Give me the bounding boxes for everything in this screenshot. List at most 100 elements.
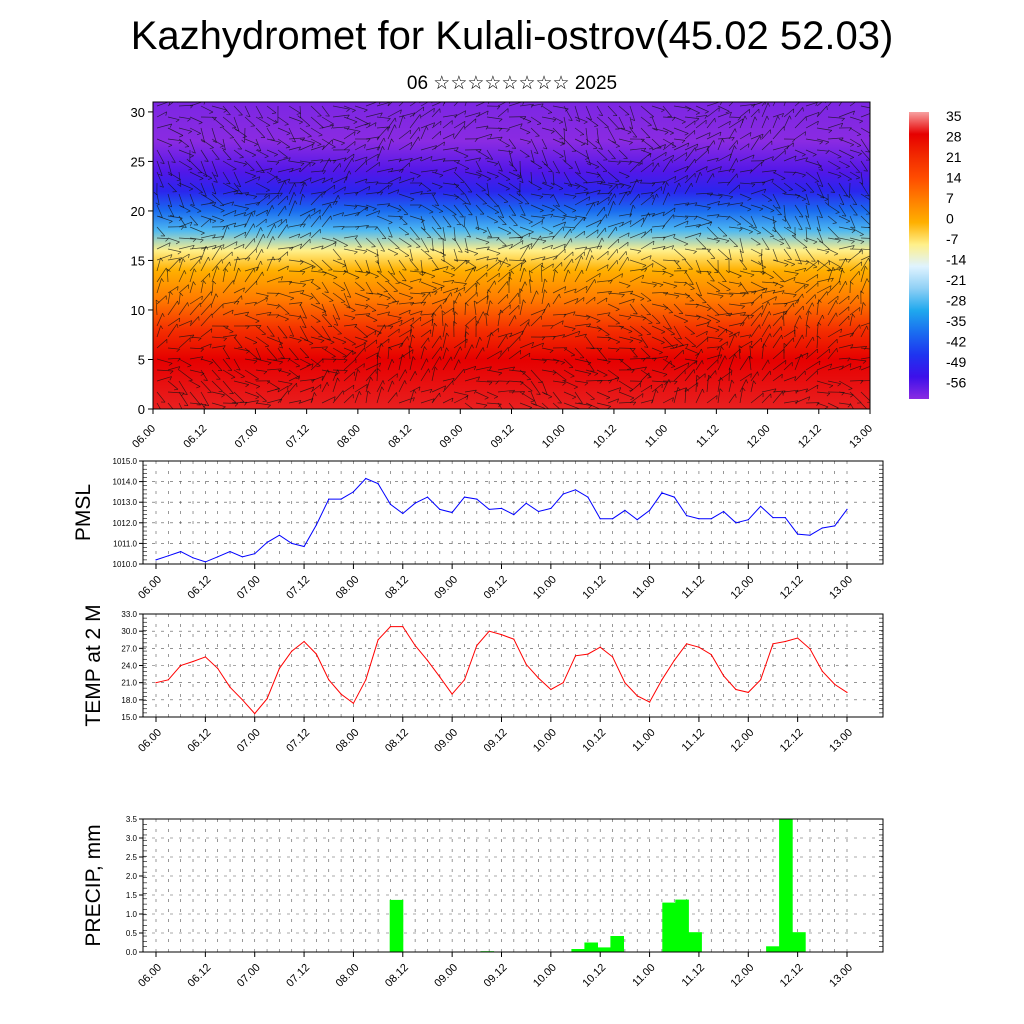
wind-vector bbox=[343, 191, 359, 195]
wind-vector bbox=[277, 218, 287, 228]
wind-vector bbox=[497, 193, 509, 203]
wind-vector bbox=[662, 259, 680, 262]
wind-barb bbox=[530, 243, 533, 248]
wind-vector bbox=[838, 110, 855, 118]
wind-vector bbox=[464, 171, 482, 177]
wind-barb bbox=[732, 169, 735, 173]
wind-vector bbox=[750, 248, 763, 256]
wind-vector bbox=[629, 105, 636, 121]
wind-barb bbox=[523, 116, 527, 120]
colorbar-label: -49 bbox=[946, 354, 966, 370]
wind-vector bbox=[486, 136, 503, 140]
wind-barb bbox=[659, 284, 664, 288]
wind-barb bbox=[597, 229, 599, 234]
wind-barb bbox=[638, 163, 642, 167]
wind-vector bbox=[805, 193, 810, 205]
wind-barb bbox=[593, 147, 598, 150]
wind-vector bbox=[596, 206, 605, 217]
wind-barb bbox=[168, 144, 173, 148]
wind-barb bbox=[684, 216, 689, 221]
wind-vector bbox=[387, 292, 397, 302]
wind-vector bbox=[376, 215, 393, 223]
wind-vector bbox=[706, 117, 716, 129]
wind-vector bbox=[200, 149, 209, 162]
x-tick-label: 13.00 bbox=[827, 727, 855, 755]
wind-vector bbox=[387, 204, 402, 211]
wind-vector bbox=[849, 193, 857, 205]
wind-vector bbox=[365, 281, 374, 295]
wind-barb bbox=[487, 235, 492, 238]
wind-barb bbox=[440, 259, 445, 262]
wind-vector bbox=[332, 369, 348, 371]
wind-vector bbox=[838, 215, 851, 222]
wind-barb bbox=[805, 157, 808, 162]
wind-barb bbox=[265, 189, 270, 192]
wind-vector bbox=[816, 182, 825, 199]
wind-vector bbox=[684, 130, 695, 140]
wind-barb bbox=[167, 204, 172, 208]
wind-vector bbox=[607, 149, 616, 160]
wind-vector bbox=[552, 221, 566, 228]
wind-vector bbox=[607, 226, 617, 239]
wind-barb bbox=[294, 182, 297, 187]
wind-barb bbox=[278, 258, 282, 263]
wind-vector bbox=[684, 325, 695, 334]
wind-barb bbox=[476, 281, 481, 286]
wind-vector bbox=[574, 216, 585, 228]
wind-vector bbox=[673, 116, 686, 123]
wind-vector bbox=[200, 273, 210, 283]
wind-vector bbox=[596, 192, 612, 195]
wind-vector bbox=[288, 243, 302, 250]
wind-vector bbox=[464, 316, 477, 327]
data-point bbox=[426, 659, 429, 662]
wind-vector bbox=[552, 160, 561, 174]
wind-vector bbox=[552, 269, 556, 283]
wind-vector bbox=[343, 204, 357, 207]
wind-barb bbox=[856, 145, 862, 148]
wind-vector bbox=[684, 281, 695, 289]
wind-barb bbox=[469, 93, 471, 97]
wind-vector bbox=[849, 226, 864, 235]
wind-vector bbox=[288, 336, 302, 341]
wind-vector bbox=[728, 322, 745, 327]
wind-vector bbox=[706, 226, 719, 239]
wind-vector bbox=[277, 127, 291, 134]
wind-barb bbox=[330, 341, 335, 345]
data-point bbox=[414, 644, 416, 647]
wind-vector bbox=[431, 204, 444, 212]
wind-vector bbox=[376, 303, 390, 307]
data-point bbox=[784, 517, 786, 519]
wind-barb bbox=[627, 256, 630, 261]
wind-vector bbox=[783, 182, 793, 190]
x-tick-label: 08.00 bbox=[335, 423, 363, 451]
wind-vector bbox=[772, 204, 782, 215]
wind-barb bbox=[432, 192, 436, 197]
wind-vector bbox=[596, 138, 603, 150]
wind-vector bbox=[211, 171, 218, 183]
wind-vector bbox=[486, 182, 490, 196]
wind-vector bbox=[376, 116, 391, 119]
wind-vector bbox=[332, 186, 346, 195]
wind-barb bbox=[199, 255, 202, 260]
wind-vector bbox=[398, 115, 404, 129]
x-tick-label: 07.12 bbox=[284, 962, 312, 990]
wind-vector bbox=[750, 181, 766, 184]
data-point bbox=[747, 519, 749, 521]
wind-vector bbox=[816, 215, 821, 232]
wind-barb bbox=[284, 205, 287, 210]
wind-vector bbox=[541, 160, 553, 172]
wind-barb bbox=[355, 277, 360, 280]
y-tick-label: 30 bbox=[131, 105, 145, 120]
wind-barb bbox=[708, 132, 711, 137]
wind-barb bbox=[509, 102, 511, 104]
wind-barb bbox=[849, 157, 854, 160]
wind-vector bbox=[464, 112, 481, 118]
data-point bbox=[402, 512, 404, 515]
wind-vector bbox=[475, 246, 490, 250]
wind-vector bbox=[354, 336, 368, 342]
wind-vector bbox=[695, 192, 713, 195]
wind-vector bbox=[398, 259, 407, 271]
wind-barb bbox=[570, 228, 572, 233]
wind-barb bbox=[747, 208, 752, 212]
